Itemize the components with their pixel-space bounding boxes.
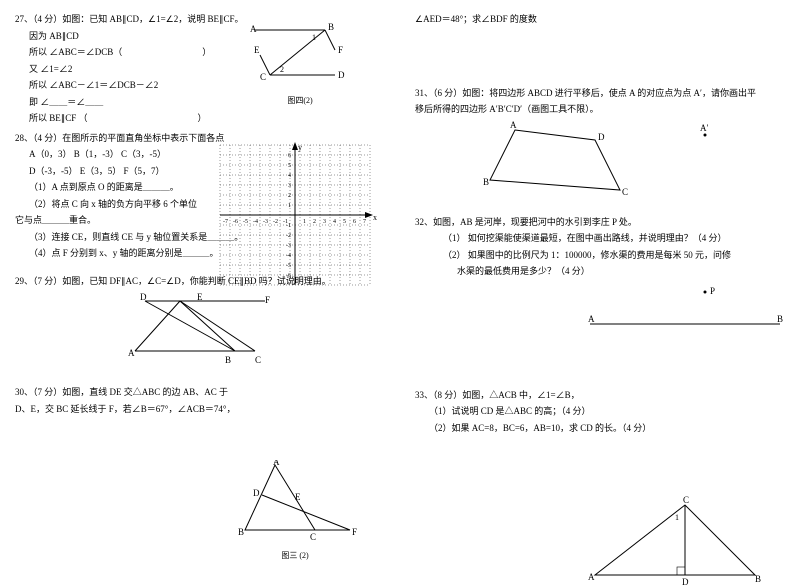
svg-text:-2: -2 <box>286 233 291 239</box>
svg-text:1: 1 <box>288 203 291 209</box>
label-b: B <box>777 314 783 324</box>
label-a: A <box>128 348 135 358</box>
label-b: B <box>238 527 244 537</box>
svg-text:-5: -5 <box>286 263 291 269</box>
label-p: P <box>710 286 715 296</box>
label-f: F <box>265 295 270 305</box>
svg-text:6: 6 <box>288 153 291 159</box>
label-f: F <box>352 527 357 537</box>
svg-text:-6: -6 <box>233 219 238 225</box>
svg-text:-5: -5 <box>243 219 248 225</box>
label-c: C <box>683 495 689 505</box>
label-a: A <box>273 460 280 467</box>
label-b: B <box>328 22 334 32</box>
label-c: C <box>260 72 266 82</box>
svg-text:-1: -1 <box>286 223 291 229</box>
label-b: B <box>755 574 761 584</box>
svg-text:1: 1 <box>312 33 316 42</box>
q30-title2: D、E，交 BC 延长线于 F，若∠B＝67°，∠ACB＝74°， <box>15 403 385 417</box>
svg-text:2: 2 <box>280 65 284 74</box>
svg-text:-7: -7 <box>223 219 228 225</box>
label-e: E <box>295 492 301 502</box>
q31-figure: A D C B A′ <box>475 120 785 210</box>
svg-text:5: 5 <box>343 219 346 225</box>
label-b: B <box>225 355 231 365</box>
label-d: D <box>140 292 147 302</box>
svg-text:4: 4 <box>288 173 291 179</box>
label-b: B <box>483 177 489 187</box>
top-right: ∠AED＝48°；求∠BDF 的度数 <box>415 13 785 27</box>
q30-fig-label: 图三 (2) <box>225 550 365 561</box>
q27-figure: A B C D E F 1 2 图四(2) <box>250 20 350 106</box>
label-c: C <box>255 355 261 365</box>
svg-text:4: 4 <box>333 219 336 225</box>
q31-title: 31、（6 分）如图：将四边形 ABCD 进行平移后，使点 A 的对应点为点 A… <box>415 87 785 101</box>
svg-text:3: 3 <box>288 183 291 189</box>
label-a: A <box>588 314 595 324</box>
q27-fig-label: 图四(2) <box>250 95 350 106</box>
q32-figure: A B P <box>585 284 785 334</box>
label-c: C <box>622 187 628 197</box>
svg-text:6: 6 <box>353 219 356 225</box>
svg-text:2: 2 <box>313 219 316 225</box>
right-column: ∠AED＝48°；求∠BDF 的度数 31、（6 分）如图：将四边形 ABCD … <box>400 0 800 565</box>
label-e: E <box>197 292 203 302</box>
svg-text:-4: -4 <box>286 253 291 259</box>
axis-y: y <box>298 143 302 152</box>
svg-text:-6: -6 <box>286 273 291 279</box>
q32-s1: （1） 如何挖渠能使渠道最短，在图中画出路线，并说明理由？（4 分） <box>415 232 785 246</box>
q33-s1: （1）试说明 CD 是△ABC 的高；（4 分） <box>415 405 785 419</box>
label-ap: A′ <box>700 123 708 133</box>
q33-s2: （2）如果 AC=8，BC=6，AB=10，求 CD 的长。（4 分） <box>415 422 785 436</box>
q33-figure: C A D B 1 <box>585 495 785 585</box>
q28-grid: x y -7-6-5-4-3-2-1 1234567 123456 -1-2-3… <box>210 140 380 290</box>
label-d: D <box>598 132 605 142</box>
svg-text:1: 1 <box>675 513 679 522</box>
svg-text:1: 1 <box>303 219 306 225</box>
q30-figure: A B C D E F 图三 (2) <box>225 460 365 561</box>
axis-x: x <box>373 213 377 222</box>
q31-title2: 移后所得的四边形 A′B′C′D′（画图工具不限）。 <box>415 103 785 117</box>
q30-title: 30、（7 分）如图，直线 DE 交△ABC 的边 AB、AC 于 <box>15 386 385 400</box>
svg-text:-4: -4 <box>253 219 258 225</box>
svg-text:-3: -3 <box>263 219 268 225</box>
label-a: A <box>588 572 595 582</box>
label-d: D <box>682 577 689 585</box>
label-d: D <box>253 488 260 498</box>
svg-text:-2: -2 <box>273 219 278 225</box>
label-f: F <box>338 45 343 55</box>
q33-title: 33、（8 分）如图，△ACB 中，∠1=∠B， <box>415 389 785 403</box>
svg-text:7: 7 <box>363 219 366 225</box>
q32-s2: （2） 如果图中的比例尺为 1：100000，修水渠的费用是每米 50 元，问修 <box>415 249 785 263</box>
left-column: 27、（4 分）如图：已知 AB∥CD，∠1=∠2，说明 BE∥CF。 A B … <box>0 0 400 565</box>
svg-text:2: 2 <box>288 193 291 199</box>
q27-l6: 所以 BE∥CF （ <box>29 113 88 123</box>
label-c: C <box>310 532 316 542</box>
q29-figure: D E F A B C <box>125 291 385 366</box>
svg-text:5: 5 <box>288 163 291 169</box>
svg-text:3: 3 <box>323 219 326 225</box>
label-a: A <box>250 24 257 34</box>
svg-text:-3: -3 <box>286 243 291 249</box>
label-e: E <box>254 45 260 55</box>
label-d: D <box>338 70 345 80</box>
label-a: A <box>510 120 517 130</box>
q32-title: 32、如图，AB 是河岸，现要把河中的水引到李庄 P 处。 <box>415 216 785 230</box>
q27-l2: 所以 ∠ABC＝∠DCB（ <box>29 47 122 57</box>
q32-s2b: 水渠的最低费用是多少？（4 分） <box>415 265 785 279</box>
